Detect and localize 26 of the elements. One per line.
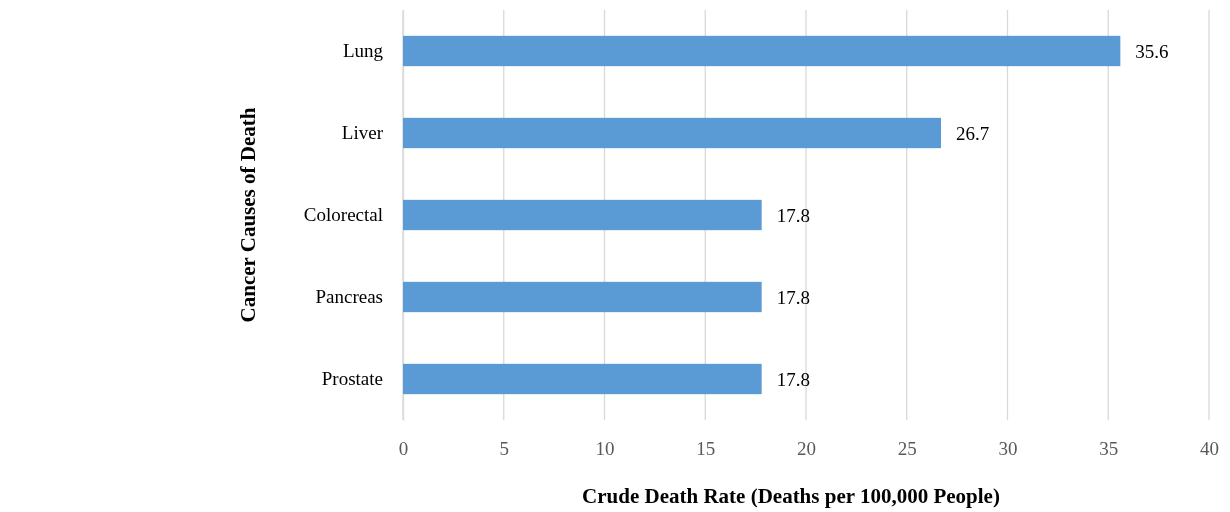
y-axis-title: Cancer Causes of Death: [236, 107, 260, 323]
x-tick-label: 5: [499, 438, 509, 460]
data-label: 17.8: [776, 204, 810, 226]
x-tick-label: 20: [797, 438, 816, 460]
y-tick-label: Pancreas: [315, 286, 383, 308]
x-tick-label: 35: [1099, 438, 1119, 460]
bar: [403, 35, 1121, 67]
x-tick-label: 0: [398, 438, 409, 460]
x-tick-label: 10: [595, 438, 615, 460]
bar: [403, 199, 762, 231]
x-tick-label: 30: [998, 438, 1018, 460]
y-tick-label: Prostate: [321, 368, 383, 390]
x-axis-title: Crude Death Rate (Deaths per 100,000 People): [582, 484, 1000, 508]
data-label: 35.6: [1135, 40, 1169, 62]
y-tick-label: Lung: [342, 40, 384, 62]
x-tick-label: 40: [1200, 438, 1219, 460]
bar: [403, 281, 762, 313]
x-tick-label: 25: [897, 438, 917, 460]
y-tick-label: Colorectal: [303, 204, 383, 226]
y-tick-label: Liver: [341, 122, 384, 144]
bar: [403, 363, 762, 395]
data-label: 17.8: [776, 286, 810, 308]
data-label: 26.7: [956, 122, 990, 144]
bar: [403, 117, 942, 149]
x-tick-label: 15: [696, 438, 716, 460]
data-label: 17.8: [776, 368, 810, 390]
